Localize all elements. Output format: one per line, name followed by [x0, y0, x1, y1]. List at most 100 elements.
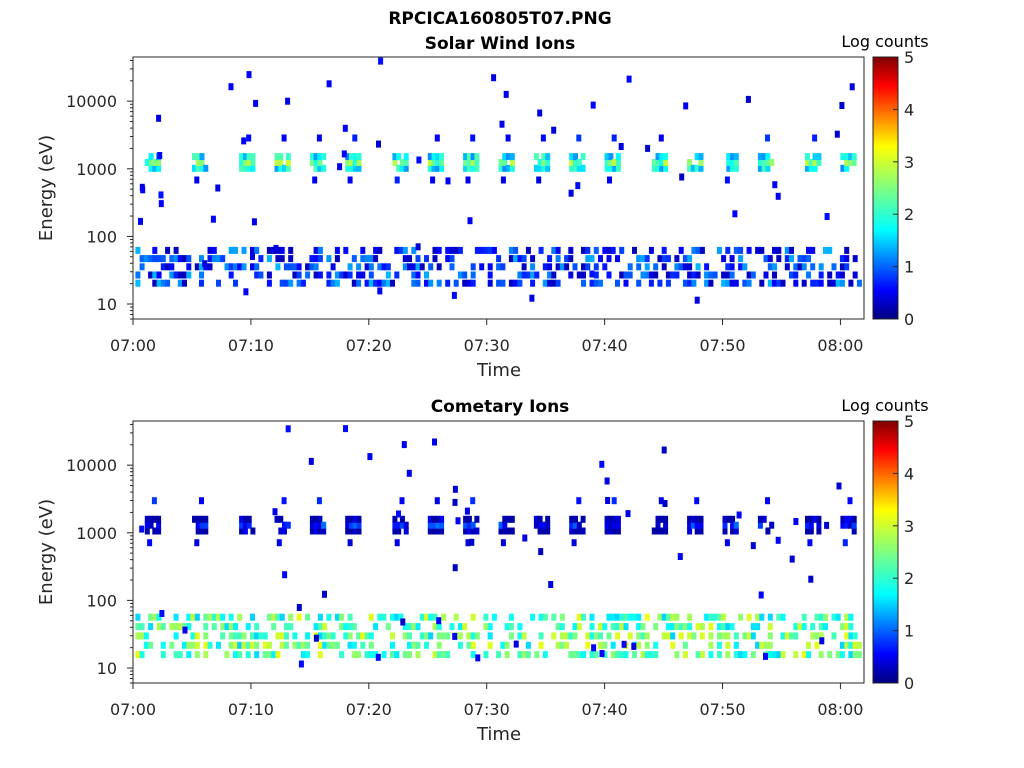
heatmap-cell: [453, 246, 459, 254]
heatmap-cell: [608, 153, 614, 161]
heatmap-cell: [396, 521, 402, 529]
heatmap-cell: [765, 153, 771, 161]
heatmap-cell: [738, 613, 744, 621]
heatmap-cell: [377, 263, 383, 271]
heatmap-cell: [801, 255, 807, 263]
heatmap-cell: [852, 632, 858, 640]
heatmap-cell: [538, 246, 544, 254]
heatmap-cell: [655, 164, 661, 172]
heatmap-cell: [632, 613, 637, 621]
heatmap-cell: [608, 164, 614, 172]
heatmap-cell: [250, 159, 256, 166]
heatmap-cell: [589, 623, 595, 631]
heatmap-cell: [347, 632, 353, 640]
heatmap-cell: [615, 164, 621, 172]
heatmap-cell: [835, 651, 841, 659]
heatmap-cell: [156, 527, 162, 535]
heatmap-cell: [487, 246, 493, 254]
heatmap-cell: [349, 164, 354, 172]
heatmap-cell: [767, 641, 773, 649]
heatmap-cell: [508, 613, 514, 621]
heatmap-cell: [326, 279, 332, 287]
heatmap-cell: [759, 246, 765, 254]
heatmap-cell: [381, 263, 387, 271]
heatmap-cell: [347, 176, 353, 184]
x-tick-label: 07:50: [699, 700, 745, 719]
heatmap-cell: [576, 521, 582, 529]
heatmap-cell: [364, 279, 370, 287]
heatmap-cell: [682, 255, 688, 263]
heatmap-cell: [726, 515, 732, 523]
heatmap-cell: [203, 527, 209, 535]
x-tick-label: 07:30: [464, 700, 510, 719]
heatmap-cell: [746, 271, 752, 279]
y-tick-label: 1000: [76, 160, 117, 179]
heatmap-cell: [847, 497, 853, 505]
heatmap-cell: [151, 497, 157, 505]
heatmap-cell: [502, 164, 508, 172]
heatmap-cell: [545, 153, 551, 161]
heatmap-cell: [789, 255, 794, 263]
heatmap-cell: [152, 255, 158, 263]
heatmap-cell: [844, 521, 850, 529]
heatmap-cell: [581, 279, 586, 287]
heatmap-cell: [347, 623, 353, 631]
heatmap-cell: [399, 521, 405, 529]
heatmap-cell: [308, 457, 314, 465]
heatmap-cell: [521, 255, 527, 263]
heatmap-cell: [569, 159, 575, 166]
heatmap-cell: [398, 613, 404, 621]
heatmap-cells: [135, 57, 862, 304]
colorbar-tick-label: 3: [904, 153, 914, 172]
heatmap-cell: [396, 527, 402, 535]
heatmap-cell: [381, 613, 387, 621]
heatmap-cell: [279, 632, 285, 640]
heatmap-cell: [432, 613, 438, 621]
heatmap-cell: [140, 186, 146, 194]
heatmap-cell: [533, 515, 539, 523]
heatmap-cell: [678, 263, 684, 271]
x-axis-label: Time: [476, 360, 521, 381]
heatmap-cell: [220, 632, 226, 640]
heatmap-cell: [738, 255, 744, 263]
heatmap-cell: [757, 153, 763, 161]
heatmap-cell: [192, 153, 197, 161]
heatmap-cell: [169, 271, 175, 279]
heatmap-cell: [551, 271, 557, 279]
heatmap-cell: [479, 246, 485, 254]
heatmap-cell: [211, 613, 217, 621]
heatmap-cell: [840, 515, 846, 523]
heatmap-cell: [199, 255, 204, 263]
heatmap-cell: [612, 527, 618, 535]
heatmap-cell: [513, 255, 519, 263]
heatmap-cell: [207, 246, 213, 254]
heatmap-cell: [237, 263, 243, 271]
heatmap-cell: [250, 263, 255, 271]
heatmap-cell: [615, 623, 620, 631]
heatmap-cell: [568, 651, 574, 659]
heatmap-cell: [746, 613, 752, 621]
heatmap-cell: [275, 651, 281, 659]
y-tick-label: 100: [86, 227, 117, 246]
heatmap-cell: [746, 279, 752, 287]
heatmap-cell: [351, 651, 357, 659]
heatmap-cell: [564, 641, 570, 649]
heatmap-cell: [330, 279, 336, 287]
heatmap-cell: [330, 263, 336, 271]
heatmap-cell: [241, 137, 247, 145]
heatmap-cell: [849, 83, 855, 91]
heatmap-cell: [341, 150, 347, 158]
heatmap-cell: [216, 255, 221, 263]
heatmap-cell: [755, 623, 761, 631]
heatmap-cell: [573, 153, 578, 161]
heatmap-cell: [738, 651, 744, 659]
heatmap-cell: [345, 527, 351, 535]
heatmap-cell: [695, 651, 701, 659]
heatmap-cell: [373, 279, 379, 287]
heatmap-cell: [194, 651, 200, 659]
heatmap-cell: [282, 571, 288, 579]
y-tick-label: 100: [86, 591, 117, 610]
heatmap-cell: [156, 515, 162, 523]
heatmap-cell: [392, 515, 398, 523]
heatmap-cell: [538, 548, 544, 556]
